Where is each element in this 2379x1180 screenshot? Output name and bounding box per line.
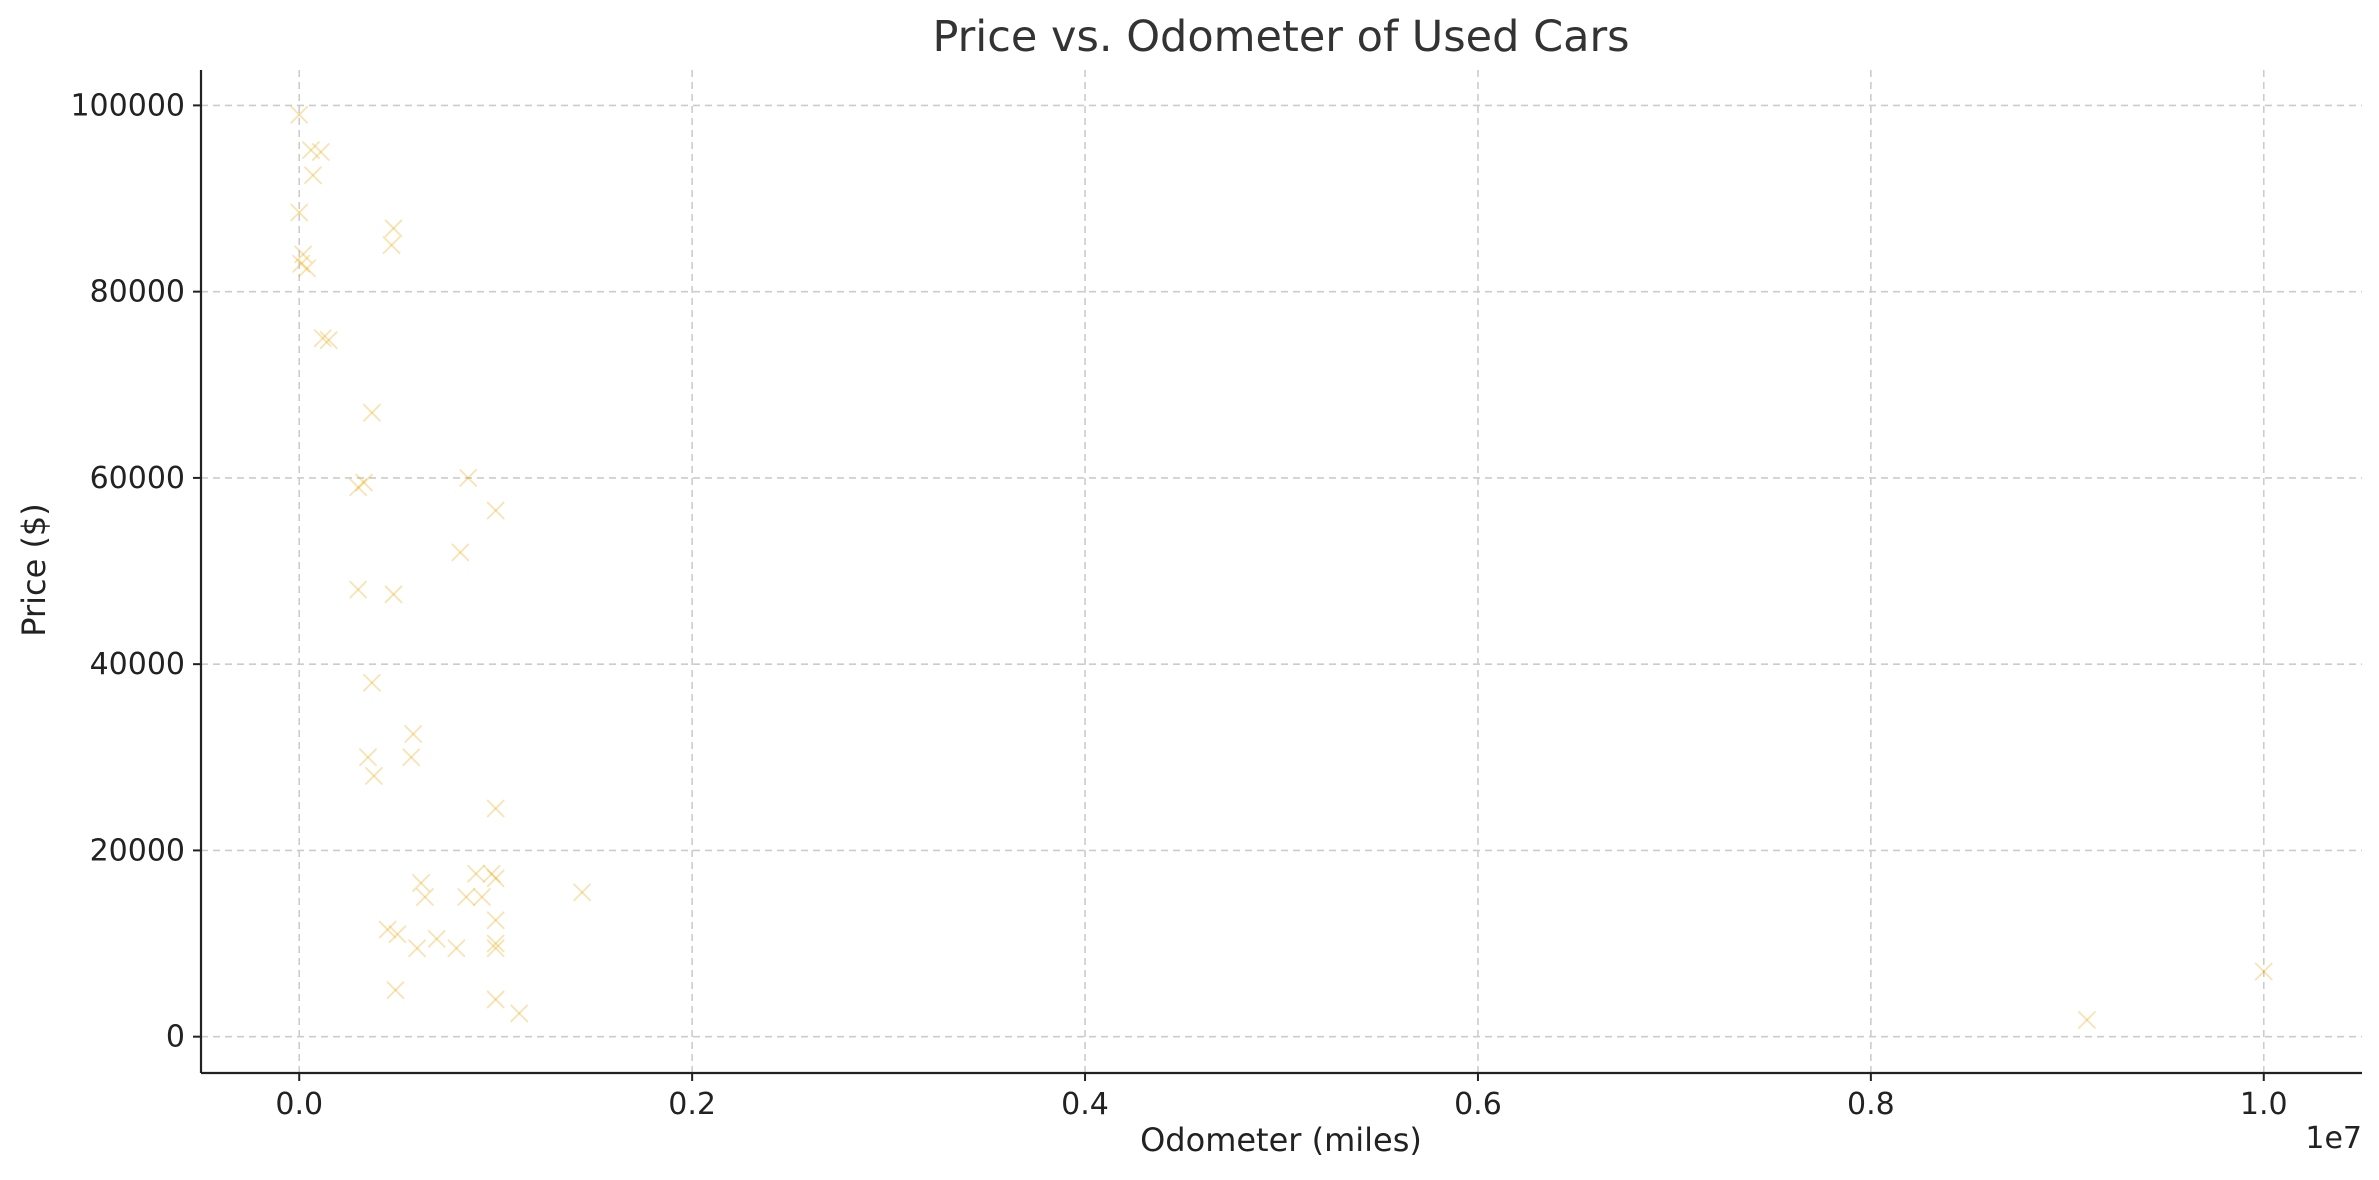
- scatter-points: [290, 105, 2273, 1029]
- y-tick-label: 0: [166, 1020, 185, 1055]
- x-tick-label: 0.4: [1061, 1087, 1109, 1122]
- scatter-point: [355, 473, 373, 492]
- scatter-point: [573, 883, 592, 902]
- scatter-point: [510, 1004, 529, 1023]
- scatter-point: [459, 469, 478, 487]
- scatter-point: [364, 767, 383, 785]
- ticks: 0.0 0.2 0.4 0.6 0.8 1.0 0 20000 40000 60000 80000 1…: [70, 88, 2287, 1122]
- scatter-point: [292, 254, 311, 273]
- scatter-point: [311, 143, 330, 161]
- x-tick-label: 1.0: [2240, 1087, 2288, 1122]
- x-axis-offset-label: 1e7: [2305, 1121, 2362, 1156]
- scatter-point: [473, 888, 491, 906]
- scatter-point: [290, 105, 309, 124]
- scatter-point: [404, 725, 423, 743]
- x-tick-label: 0.0: [275, 1087, 323, 1122]
- scatter-point: [451, 543, 470, 562]
- scatter-point: [349, 580, 368, 599]
- grid: [201, 70, 2362, 1073]
- y-tick-label: 80000: [90, 275, 185, 310]
- y-tick-label: 20000: [90, 833, 185, 868]
- scatter-point: [447, 939, 466, 958]
- scatter-point: [486, 501, 505, 520]
- scatter-point: [359, 748, 377, 767]
- scatter-point: [486, 934, 505, 953]
- scatter-point: [363, 403, 381, 422]
- scatter-point: [388, 925, 407, 944]
- scatter-point: [382, 236, 401, 254]
- scatter-point: [486, 869, 505, 888]
- axes: [199, 70, 2362, 1075]
- scatter-point: [304, 166, 322, 185]
- scatter-point: [290, 203, 309, 222]
- y-tick-label: 100000: [70, 88, 185, 123]
- scatter-point: [294, 245, 313, 264]
- scatter-point: [2078, 1011, 2096, 1029]
- scatter-point: [482, 864, 501, 883]
- x-tick-label: 0.2: [668, 1087, 716, 1122]
- scatter-point: [416, 888, 434, 906]
- scatter-point: [384, 219, 403, 238]
- y-tick-label: 40000: [90, 647, 185, 682]
- scatter-point: [486, 799, 505, 818]
- chart-title: Price vs. Odometer of Used Cars: [932, 12, 1629, 62]
- scatter-point: [2254, 962, 2273, 981]
- scatter-point: [302, 141, 320, 159]
- scatter-point: [408, 939, 427, 958]
- scatter-point: [486, 990, 505, 1009]
- x-tick-label: 0.6: [1454, 1087, 1502, 1122]
- scatter-point: [386, 981, 405, 1000]
- scatter-point: [319, 331, 338, 349]
- y-axis-label: Price ($): [15, 503, 53, 637]
- scatter-point: [384, 585, 403, 604]
- scatter-point: [467, 864, 485, 883]
- x-axis-label: Odometer (miles): [1140, 1121, 1422, 1159]
- scatter-point: [313, 329, 332, 348]
- scatter-point: [402, 748, 421, 767]
- x-tick-label: 0.8: [1847, 1087, 1895, 1122]
- scatter-point: [378, 920, 397, 939]
- y-tick-label: 60000: [90, 461, 185, 496]
- scatter-point: [486, 911, 505, 930]
- scatter-point: [298, 259, 316, 278]
- scatter-point: [457, 888, 476, 906]
- scatter-point: [486, 939, 505, 958]
- scatter-point: [427, 929, 446, 948]
- scatter-point: [349, 478, 368, 497]
- scatter-point: [412, 874, 430, 892]
- scatter-point: [363, 673, 381, 692]
